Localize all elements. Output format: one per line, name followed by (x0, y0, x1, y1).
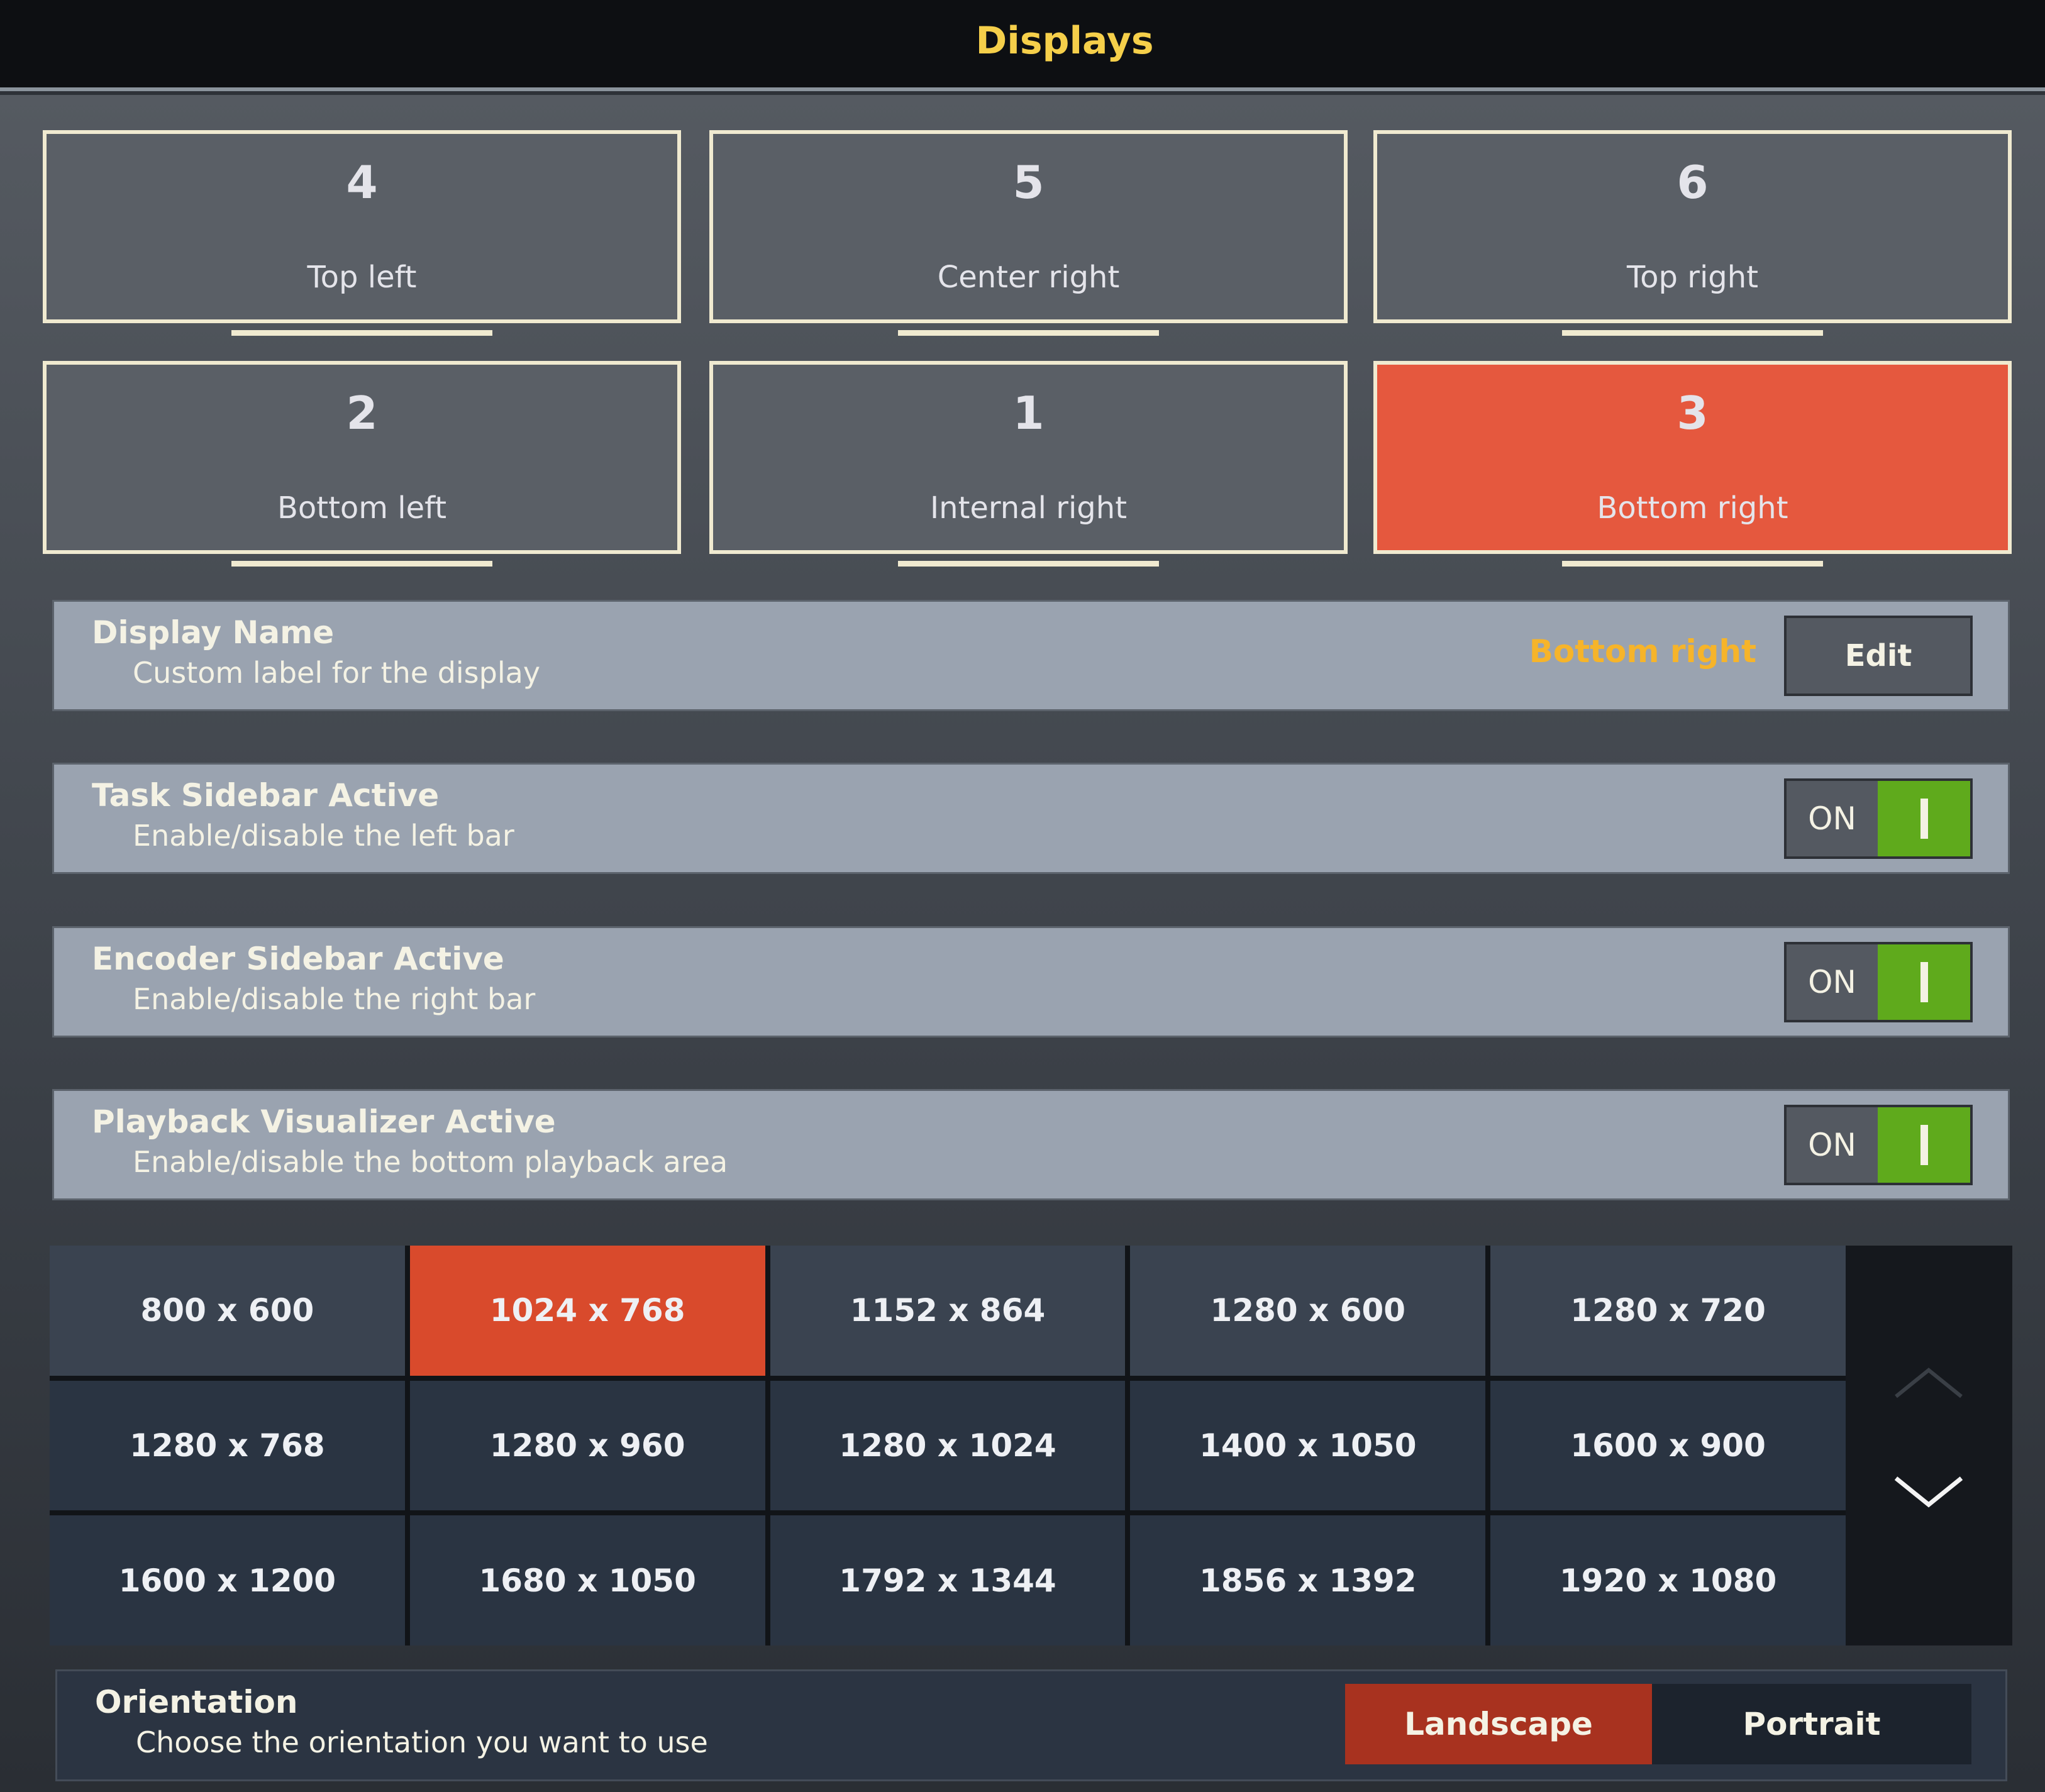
resolution-option[interactable]: 1856 x 1392 (1130, 1515, 1486, 1645)
display-stand (231, 561, 492, 567)
display-label: Top left (307, 260, 417, 295)
toggle-state: ON (1787, 781, 1878, 856)
resolution-option[interactable]: 800 x 600 (50, 1246, 405, 1376)
toggle-row: Task Sidebar Active Enable/disable the le… (52, 763, 2010, 874)
toggle-knob (1878, 944, 1970, 1020)
display-number: 6 (1676, 156, 1709, 209)
resolution-option[interactable]: 1152 x 864 (770, 1246, 1126, 1376)
orientation-subtitle: Choose the orientation you want to use (136, 1725, 708, 1759)
display-tile[interactable]: 2 Bottom left (43, 361, 681, 554)
display-stand (231, 330, 492, 336)
display-label: Bottom right (1597, 490, 1788, 526)
display-number: 2 (346, 387, 378, 440)
scroll-arrows (1894, 1368, 1963, 1508)
resolution-option[interactable]: 1280 x 1024 (770, 1380, 1126, 1511)
display-name-subtitle: Custom label for the display (133, 656, 541, 690)
resolution-option[interactable]: 1920 x 1080 (1490, 1515, 1846, 1645)
toggle-row: Encoder Sidebar Active Enable/disable the… (52, 926, 2010, 1037)
display-tile[interactable]: 6 Top right (1373, 130, 2012, 323)
resolution-option[interactable]: 1280 x 720 (1490, 1246, 1846, 1376)
resolution-option[interactable]: 1400 x 1050 (1130, 1380, 1486, 1511)
orientation-title: Orientation (95, 1684, 298, 1720)
resolution-option[interactable]: 1280 x 768 (50, 1380, 405, 1511)
display-number: 3 (1676, 387, 1709, 440)
on-indicator-icon (1920, 962, 1928, 1002)
display-stand (898, 330, 1159, 336)
toggle-title: Encoder Sidebar Active (92, 941, 504, 977)
display-label: Bottom left (277, 490, 447, 526)
resolution-option[interactable]: 1280 x 960 (409, 1380, 765, 1511)
toggle-row: Playback Visualizer Active Enable/disable… (52, 1089, 2010, 1200)
landscape-button[interactable]: Landscape (1345, 1684, 1652, 1764)
chevron-up-icon[interactable] (1895, 1368, 1963, 1398)
display-stand (1562, 330, 1823, 336)
toggle-state: ON (1787, 944, 1878, 1020)
toggle-switch[interactable]: ON (1784, 942, 1973, 1022)
display-number: 5 (1012, 156, 1045, 209)
display-number: 1 (1012, 387, 1045, 440)
toggle-knob (1878, 781, 1970, 856)
display-stand (1562, 561, 1823, 567)
resolution-grid: 800 x 600 1024 x 768 1152 x 864 1280 x 600 1… (50, 1246, 1846, 1645)
toggle-state: ON (1787, 1107, 1878, 1183)
resolution-scroll (1846, 1246, 2012, 1645)
toggle-switch[interactable]: ON (1784, 1105, 1973, 1185)
toggle-switch[interactable]: ON (1784, 778, 1973, 859)
toggle-title: Playback Visualizer Active (92, 1103, 556, 1140)
chevron-down-icon[interactable] (1894, 1476, 1963, 1508)
display-name-title: Display Name (92, 614, 335, 651)
display-label: Internal right (929, 490, 1128, 526)
display-name-row: Display Name Custom label for the displa… (52, 600, 2010, 711)
page-title: Displays (975, 19, 1154, 63)
header: Displays (0, 0, 2045, 91)
display-tile[interactable]: 4 Top left (43, 130, 681, 323)
resolution-option[interactable]: 1280 x 600 (1130, 1246, 1486, 1376)
toggle-subtitle: Enable/disable the bottom playback area (133, 1145, 728, 1179)
resolution-option[interactable]: 1680 x 1050 (409, 1515, 765, 1645)
display-tile[interactable]: 5 Center right (709, 130, 1348, 323)
resolution-option[interactable]: 1600 x 1200 (50, 1515, 405, 1645)
display-stand (898, 561, 1159, 567)
toggle-subtitle: Enable/disable the right bar (133, 982, 536, 1016)
display-name-value: Bottom right (1529, 633, 1756, 670)
toggle-knob (1878, 1107, 1970, 1183)
display-label: Center right (937, 260, 1120, 295)
portrait-button[interactable]: Portrait (1652, 1684, 1971, 1764)
toggle-title: Task Sidebar Active (92, 777, 440, 814)
orientation-row: Orientation Choose the orientation you w… (55, 1669, 2007, 1781)
on-indicator-icon (1920, 799, 1928, 839)
toggle-subtitle: Enable/disable the left bar (133, 819, 514, 853)
display-number: 4 (346, 156, 378, 209)
on-indicator-icon (1920, 1125, 1928, 1165)
resolution-option[interactable]: 1600 x 900 (1490, 1380, 1846, 1511)
display-tile[interactable]: 1 Internal right (709, 361, 1348, 554)
edit-button[interactable]: Edit (1784, 616, 1973, 696)
resolution-option[interactable]: 1024 x 768 (409, 1246, 765, 1376)
resolution-option[interactable]: 1792 x 1344 (770, 1515, 1126, 1645)
display-tile[interactable]: 3 Bottom right (1373, 361, 2012, 554)
display-label: Top right (1626, 260, 1759, 295)
